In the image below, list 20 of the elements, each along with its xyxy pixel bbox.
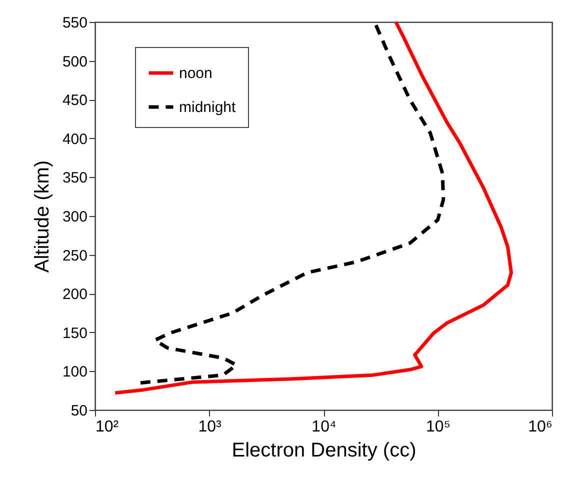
x-tick-label: 10² xyxy=(96,418,120,436)
y-tick-label: 200 xyxy=(62,286,88,304)
legend-label: noon xyxy=(179,65,212,82)
y-tick-label: 150 xyxy=(62,324,88,342)
legend-label: midnight xyxy=(179,99,237,116)
y-tick-label: 350 xyxy=(62,170,88,187)
y-tick-label: 500 xyxy=(62,53,88,70)
y-tick-label: 250 xyxy=(62,247,88,264)
x-tick-label: 10³ xyxy=(198,418,222,436)
x-tick-label: 10⁵ xyxy=(426,418,450,436)
x-axis-title: Electron Density (cc) xyxy=(232,440,416,462)
y-tick-label: 100 xyxy=(62,364,88,381)
y-tick-label: 400 xyxy=(62,130,88,148)
y-tick-label: 550 xyxy=(62,14,88,32)
y-tick-label: 450 xyxy=(62,92,88,110)
y-tick-label: 50 xyxy=(70,402,88,420)
y-tick-label: 300 xyxy=(62,208,88,226)
x-tick-label: 10⁴ xyxy=(312,418,336,436)
y-axis-title: Altitude (km) xyxy=(31,160,54,273)
x-tick-label: 10⁶ xyxy=(528,418,552,436)
